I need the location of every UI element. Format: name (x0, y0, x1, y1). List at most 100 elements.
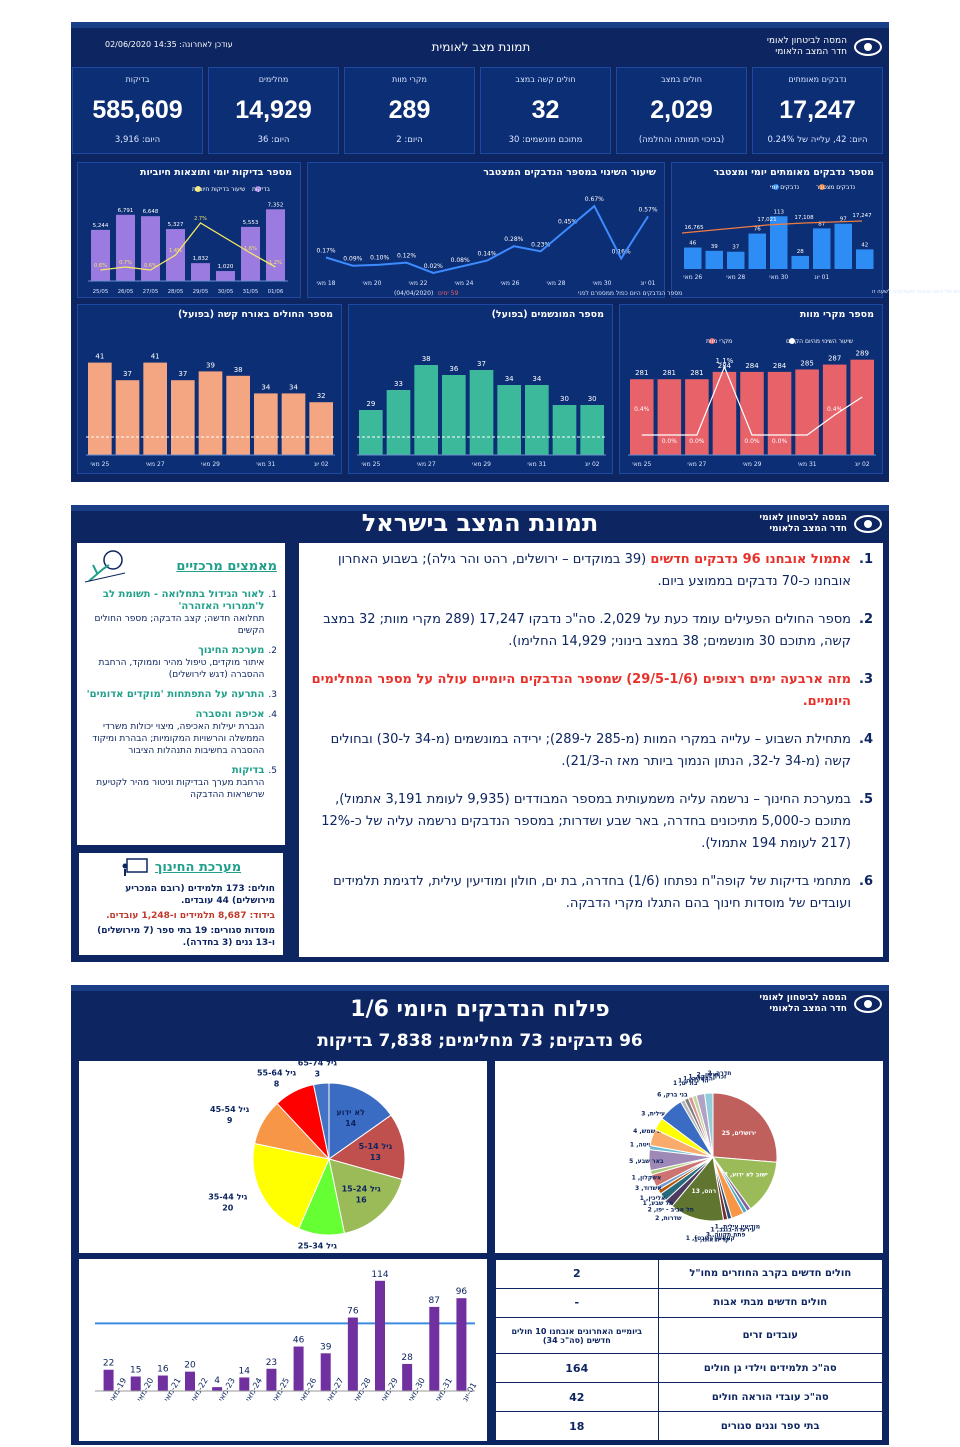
slice-label: עירערה-בנגב, 1 (711, 1227, 756, 1234)
slice-value: 1 (686, 1235, 690, 1242)
bar (429, 1306, 440, 1391)
org-logo: המסה לביטחון לאומי חדר המצב הלאומי (759, 513, 883, 535)
slice-value: 2 (696, 1072, 700, 1079)
bar (684, 247, 702, 269)
panel-title: מספר נדבקים מאומתים יומי ומצטבר (713, 167, 874, 178)
bar (834, 223, 852, 269)
peak-label: 1.1% (716, 357, 734, 365)
eye-logo-icon (854, 38, 882, 56)
kpi-label: מחלימים (258, 75, 289, 84)
bar-value-label: 46 (689, 241, 696, 247)
bar-value-label: 1,020 (218, 264, 234, 270)
slice-sep: , (730, 1130, 734, 1137)
slice-value: 9 (227, 1116, 233, 1125)
slice-value: 4 (633, 1128, 637, 1135)
bar (850, 359, 874, 455)
rate-label: 0.28% (504, 236, 523, 243)
ventilated-panel: מספר המונשמים (בפועל) 29 33 38 36 37 34 34 30 30… (348, 304, 613, 474)
rate-label: 0.02% (424, 263, 443, 270)
x-tick-label: 18 מאי (317, 280, 336, 287)
slice-value: 14 (345, 1119, 357, 1128)
pie-slice (252, 1142, 330, 1230)
updated-timestamp: עודכן לאחרונה: 14:35 02/06/2020 (105, 40, 233, 49)
kpi-value: 2,029 (650, 96, 713, 124)
bar-value-label: 284 (745, 362, 759, 370)
legend-swatch (789, 338, 795, 344)
pct-label: 0.0% (662, 438, 678, 445)
bar-value-label: 37 (477, 360, 486, 368)
bar (552, 405, 577, 455)
bar-value-label: 23 (266, 1358, 277, 1368)
bar (657, 379, 682, 455)
pie-slice (327, 1114, 406, 1181)
legend-swatch (195, 186, 201, 192)
slice-sep: , (639, 1185, 643, 1192)
table-row: חולים חדשים בקרב החוזרים מחו"ל 2 (495, 1259, 884, 1289)
slice-sep: , (700, 1188, 704, 1195)
slice-sep: , (661, 1091, 665, 1098)
bar (856, 249, 874, 269)
panel-title: מספר בדיקות יומי ותוצאות חיוביות (140, 167, 292, 178)
slice-label: גיל 35-44 (208, 1192, 248, 1201)
slice-label: בת ים, 1 (673, 1080, 698, 1087)
slice-sep: , (712, 1070, 716, 1077)
x-tick-label: 28/05 (168, 289, 184, 295)
legend-label: בדיקות (252, 186, 270, 193)
education-facts: חולים: 173 תלמידים (רובם המכריע מירושלים… (87, 883, 275, 949)
x-tick-label: 20 מאי (363, 280, 382, 287)
bar-value-label: 28 (797, 249, 804, 255)
kpi-label: נדבקים מאומתים (788, 75, 847, 84)
slice-name: תל שבע (651, 1200, 673, 1207)
key-efforts-title: מאמצים מרכזיים (176, 558, 277, 574)
key-effort-item: 3. התרעה על התפתחות 'מוקדים אדומים' (85, 689, 277, 701)
bar (171, 380, 195, 455)
row-value: 18 (495, 1411, 659, 1441)
slice-value: 5 (629, 1158, 633, 1165)
bar (157, 1375, 168, 1391)
rate-change-chart: 0.17% 0.09% 0.10% 0.12% 0.02% 0.08% 0.14% 0.28%… (316, 196, 682, 297)
org-subname: חדר המצב הלאומי (769, 524, 847, 534)
pie-slice (703, 1092, 714, 1158)
bar (727, 251, 745, 269)
bar-value-label: 37 (732, 245, 739, 251)
pct-label: 1.4% (169, 248, 182, 254)
kpi-value: 289 (388, 96, 431, 124)
slice-label: אשקלון, 1 (632, 1175, 662, 1182)
bar (685, 379, 709, 455)
slice-label: גיל 5-14 (359, 1142, 393, 1151)
slice-sep: , (693, 1074, 697, 1081)
status-point: 2. מספר החולים הפעילים עומד כעת על 2,029.… (309, 609, 873, 653)
rate-label: 0.08% (451, 257, 470, 264)
key-effort-item: 1. לאור הגידול בתחלואה - תשומת לב ל'תמרור… (85, 589, 277, 637)
slice-name: קרית אונו (702, 1236, 729, 1243)
slice-name: מודיעין עילית (723, 1224, 760, 1231)
bar (386, 390, 411, 455)
x-tick-label: 30/05 (218, 289, 234, 295)
education-fact: בידוד: 8,687 תלמידים ו-1,248 עובדים. (106, 911, 275, 921)
point-highlight: אתמול אובחנו 96 נדבקים חדשים (650, 552, 851, 567)
slide-top-border (71, 505, 889, 511)
slice-value: 20 (222, 1203, 234, 1212)
cumulative-line (681, 220, 863, 234)
x-tick-label: 31 מאי (527, 461, 546, 468)
bar (309, 402, 333, 455)
bar-value-label: 15 (130, 1366, 141, 1376)
legend-swatch (773, 184, 779, 190)
bar-value-label: 284 (773, 362, 787, 370)
slice-value: 1 (678, 1078, 682, 1085)
slice-name: אליכין (648, 1195, 665, 1202)
kpi-sub: (בניכוי תמותה והחלמה) (638, 135, 725, 145)
point-number: 2. (859, 612, 873, 627)
x-tick-label: 28 מאי (547, 280, 566, 287)
bar (185, 1371, 195, 1391)
slice-name: ישוב לא ידוע (732, 1171, 768, 1178)
slice-label: חדרה, 2 (707, 1070, 731, 1077)
slice-label: תל שבע, 1 (643, 1200, 674, 1207)
kpi-sub: מתוכם מונשמים: 30 (508, 135, 583, 145)
slice-sep: , (644, 1195, 648, 1202)
bar (767, 371, 792, 455)
x-tick-label: 27/05 (143, 289, 159, 295)
israel-status-slide: המסה לביטחון לאומי חדר המצב הלאומי תמונת … (71, 505, 889, 962)
